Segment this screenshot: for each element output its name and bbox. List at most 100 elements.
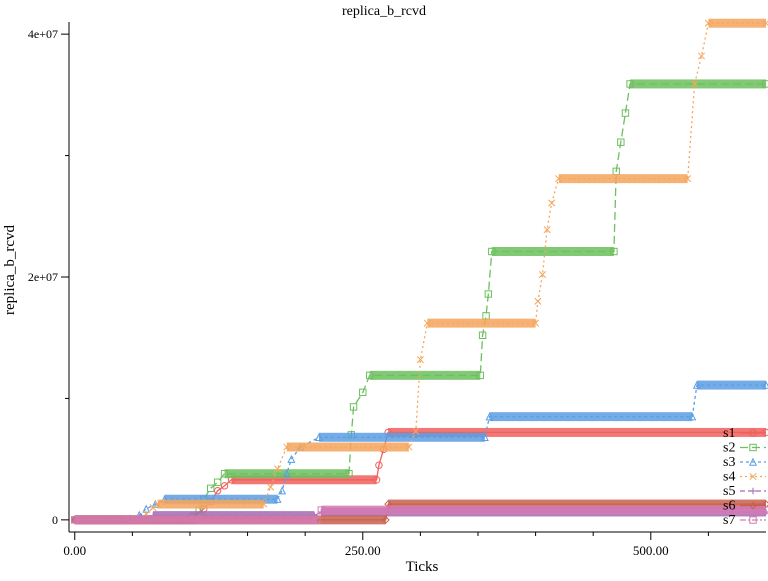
legend-label-s3: s3 <box>723 455 735 470</box>
plateau-band-s3 <box>318 432 485 442</box>
data-point-s4 <box>149 504 157 512</box>
plateau-band-s3 <box>696 380 766 390</box>
data-point-s4 <box>684 175 692 183</box>
legend-marker-s2 <box>749 443 757 452</box>
data-point-s2 <box>617 138 625 146</box>
data-point-s4 <box>691 80 699 88</box>
series-s2 <box>71 79 768 525</box>
data-point-s2 <box>476 371 484 380</box>
plot-area <box>70 18 768 525</box>
data-point-s4 <box>534 297 542 305</box>
data-point-s7 <box>312 516 321 524</box>
plateau-band-s1 <box>231 475 377 485</box>
data-point-s2 <box>349 403 358 411</box>
legend-marker-s6 <box>749 501 757 510</box>
data-point-s3 <box>278 486 287 495</box>
data-point-s4 <box>555 175 563 183</box>
data-point-s3 <box>287 454 296 463</box>
plateau-band-s3 <box>164 494 278 504</box>
plateau-band-s2 <box>630 79 766 89</box>
data-point-s4 <box>273 465 282 473</box>
data-point-s4 <box>283 443 291 451</box>
data-point-s3 <box>692 380 701 389</box>
data-point-s6 <box>381 515 390 524</box>
data-point-s3 <box>142 504 151 513</box>
data-point-s4 <box>543 226 551 234</box>
data-point-s4 <box>697 52 706 60</box>
data-point-s4 <box>704 19 712 27</box>
data-point-s2 <box>488 247 496 256</box>
data-point-s4 <box>267 483 275 491</box>
series-line-s2 <box>74 83 766 521</box>
data-point-s2 <box>610 247 618 256</box>
data-point-s2 <box>626 80 634 88</box>
data-point-s2 <box>478 331 487 339</box>
data-point-s2 <box>365 371 374 380</box>
data-point-s2 <box>213 478 222 486</box>
plateau-band-s7 <box>321 505 766 515</box>
plateau-band-s4 <box>157 499 264 509</box>
legend-marker-s1 <box>749 429 757 437</box>
legend-label-s1: s1 <box>723 426 735 441</box>
data-point-s4 <box>532 319 540 327</box>
x-axis-label: Ticks <box>406 559 439 575</box>
plateau-band-s7 <box>74 515 317 525</box>
plateau-band-s6 <box>388 499 766 509</box>
data-point-s4 <box>154 500 162 508</box>
plateau-band-s2 <box>369 370 481 380</box>
plateau-band-s4 <box>558 174 688 184</box>
y-tick-label: 4e+07 <box>28 27 58 41</box>
axis-ticks: 0.00 250.00 500.00 0 2e+07 4e+07 <box>28 27 709 558</box>
data-point-s3 <box>480 432 489 441</box>
data-point-s4 <box>405 443 413 451</box>
plateau-band-s3 <box>489 412 693 422</box>
x-tick-label: 500.00 <box>633 543 669 558</box>
data-point-s2 <box>345 470 353 478</box>
data-point-s7 <box>762 506 768 514</box>
data-point-s7 <box>71 516 79 524</box>
data-point-s4 <box>412 427 420 435</box>
data-point-s4 <box>762 19 768 27</box>
data-point-s4 <box>423 319 431 327</box>
data-point-s1 <box>220 482 229 490</box>
data-point-s2 <box>359 388 367 397</box>
plateau-band-s2 <box>491 247 614 256</box>
legend-marker-s3 <box>748 457 758 466</box>
series-line-s4 <box>74 22 766 521</box>
legend-marker-s7 <box>749 516 757 524</box>
plateau-band-s4 <box>427 318 536 328</box>
data-point-s3 <box>314 432 324 441</box>
series-s4 <box>71 18 768 525</box>
plateau-band-s4 <box>708 18 766 28</box>
legend-label-s4: s4 <box>723 470 735 485</box>
x-tick-label: 250.00 <box>345 543 381 558</box>
data-point-s1 <box>213 487 222 495</box>
data-point-s3 <box>688 412 697 421</box>
data-point-s3 <box>282 469 291 478</box>
data-point-s4 <box>260 500 268 508</box>
legend-marker-s4 <box>749 472 757 481</box>
data-point-s2 <box>621 109 630 117</box>
plateau-band-s1 <box>388 427 766 437</box>
x-tick-label: 0.00 <box>63 543 86 558</box>
legend-label-s7: s7 <box>723 513 735 528</box>
data-point-s4 <box>416 356 424 364</box>
legend-marker-s5 <box>749 487 757 495</box>
data-point-s7 <box>317 506 326 514</box>
data-point-s2 <box>207 484 215 492</box>
data-point-s2 <box>220 470 229 478</box>
y-tick-label: 2e+07 <box>28 270 58 284</box>
data-point-s3 <box>485 412 494 421</box>
data-point-s1 <box>372 476 381 484</box>
data-point-s4 <box>538 271 547 279</box>
y-axis-label: replica_b_rcvd <box>2 225 18 315</box>
legend-label-s6: s6 <box>723 499 735 514</box>
data-point-s2 <box>762 80 768 88</box>
data-point-s3 <box>273 494 282 503</box>
data-point-s1 <box>375 461 383 469</box>
chart-title: replica_b_rcvd <box>342 4 426 19</box>
legend-label-s2: s2 <box>723 441 735 456</box>
y-tick-label: 0 <box>52 513 58 527</box>
